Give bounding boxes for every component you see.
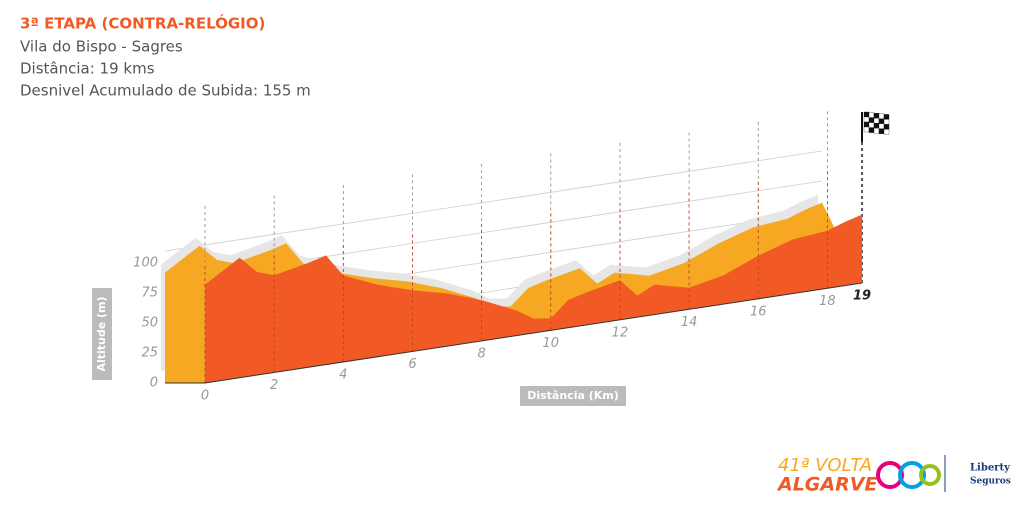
y-tick-label: 25 (141, 346, 158, 361)
flag-cell (873, 113, 880, 119)
flag-cell (863, 121, 870, 128)
logo: 41ª VOLTA ALGARVE Liberty Seguros (776, 455, 1011, 496)
y-tick-label: 0 (150, 376, 158, 391)
flag-cell (863, 126, 870, 133)
flag-cell (883, 119, 890, 125)
flag-cell (883, 129, 890, 135)
flag-cell (873, 123, 880, 129)
sponsor-text: Seguros (970, 477, 1011, 487)
x-tick-label: 8 (477, 346, 485, 361)
x-tick-label: 0 (201, 389, 209, 404)
flag-cell (868, 112, 875, 118)
x-axis (204, 282, 863, 384)
flag-cell (868, 122, 875, 128)
x-tick-label: 18 (819, 294, 836, 309)
x-tick-label: 6 (408, 357, 416, 372)
flag-cell (878, 123, 885, 129)
flag-cell (878, 118, 885, 124)
subtitle: Vila do Bispo - Sagres (20, 38, 183, 56)
x-label-box (520, 386, 626, 406)
x-axis-label: Distância (Km) (527, 389, 619, 402)
x-tick-label: 19 (853, 289, 871, 304)
flag-cell (873, 128, 880, 134)
flag-cell (883, 124, 890, 130)
subtitle: Distância: 19 kms (20, 60, 155, 78)
x-tick-label: 12 (612, 325, 629, 340)
flag-cell (863, 116, 870, 123)
flag-cell (873, 118, 880, 124)
flag-cell (863, 111, 870, 118)
flag-cell (878, 113, 885, 119)
flag-cell (868, 117, 875, 123)
flag-cell (883, 114, 890, 120)
logo-icon (898, 461, 926, 489)
logo-text: 41ª VOLTA (778, 455, 872, 476)
y-tick-label: 75 (141, 286, 158, 301)
logo-text: ALGARVE (776, 474, 877, 496)
stage-title: 3ª ETAPA (CONTRA-RELÓGIO) (20, 14, 265, 33)
subtitle: Desnivel Acumulado de Subida: 155 m (20, 82, 311, 100)
y-axis-label: Altitude (m) (95, 296, 108, 371)
flag-cell (868, 127, 875, 133)
profile-front (205, 214, 862, 383)
flag-cell (878, 128, 885, 134)
finish-flag (861, 111, 890, 142)
logo-icon (919, 464, 941, 486)
x-tick-label: 16 (750, 304, 767, 319)
x-tick-label: 14 (681, 315, 698, 330)
y-label-box (92, 288, 112, 380)
y-tick-label: 50 (141, 316, 158, 331)
x-tick-label: 4 (339, 367, 347, 382)
x-tick-label: 10 (543, 336, 560, 351)
y-tick-label: 100 (133, 256, 158, 271)
sponsor-text: Liberty (970, 463, 1011, 474)
plot: 0 25 50 75 100 0 2 4 6 8 10 12 14 16 18 19 (133, 108, 890, 404)
x-tick-label: 2 (270, 378, 278, 393)
